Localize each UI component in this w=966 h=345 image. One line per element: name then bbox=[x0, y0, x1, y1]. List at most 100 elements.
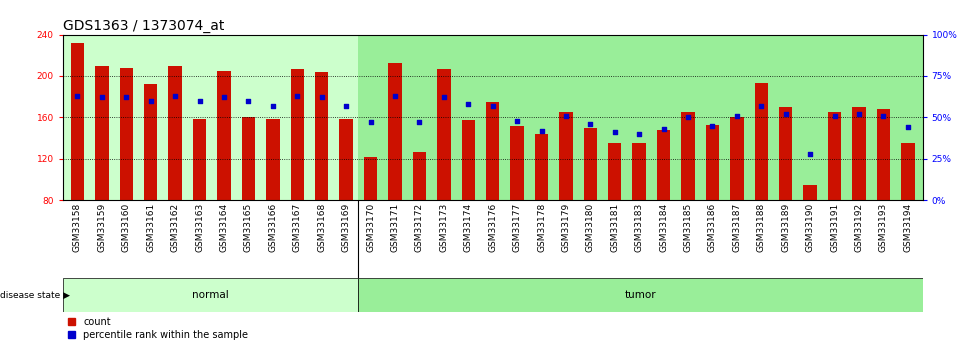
Point bbox=[363, 119, 379, 125]
Text: GSM33177: GSM33177 bbox=[513, 203, 522, 252]
Point bbox=[192, 98, 208, 104]
Text: GSM33163: GSM33163 bbox=[195, 203, 204, 252]
Bar bbox=[339, 119, 353, 200]
Text: GSM33190: GSM33190 bbox=[806, 203, 814, 252]
Point bbox=[265, 103, 280, 108]
Point bbox=[851, 111, 867, 117]
Bar bbox=[583, 128, 597, 200]
Text: GSM33166: GSM33166 bbox=[269, 203, 277, 252]
Text: disease state ▶: disease state ▶ bbox=[0, 290, 70, 299]
Point bbox=[241, 98, 256, 104]
Bar bbox=[462, 120, 475, 200]
Bar bbox=[901, 143, 915, 200]
Text: GSM33169: GSM33169 bbox=[342, 203, 351, 252]
Point bbox=[900, 125, 916, 130]
Bar bbox=[754, 83, 768, 200]
Bar bbox=[559, 112, 573, 200]
Bar bbox=[608, 143, 621, 200]
Bar bbox=[291, 69, 304, 200]
Text: GSM33181: GSM33181 bbox=[611, 203, 619, 252]
Text: GSM33188: GSM33188 bbox=[756, 203, 766, 252]
Bar bbox=[412, 152, 426, 200]
Bar bbox=[535, 134, 549, 200]
Bar bbox=[877, 109, 890, 200]
Point bbox=[167, 93, 183, 99]
Bar bbox=[193, 119, 207, 200]
Text: GSM33174: GSM33174 bbox=[464, 203, 472, 252]
Point bbox=[632, 131, 647, 137]
Text: GSM33189: GSM33189 bbox=[781, 203, 790, 252]
Text: GSM33191: GSM33191 bbox=[830, 203, 839, 252]
Bar bbox=[779, 107, 792, 200]
Bar bbox=[96, 66, 108, 200]
Point bbox=[314, 95, 329, 100]
Point bbox=[778, 111, 793, 117]
Bar bbox=[730, 117, 744, 200]
Point bbox=[338, 103, 354, 108]
Text: GSM33158: GSM33158 bbox=[73, 203, 82, 252]
Bar bbox=[657, 130, 670, 200]
Text: GSM33165: GSM33165 bbox=[244, 203, 253, 252]
Text: GSM33172: GSM33172 bbox=[414, 203, 424, 252]
Text: GSM33194: GSM33194 bbox=[903, 203, 912, 252]
Bar bbox=[242, 117, 255, 200]
Bar bbox=[437, 69, 450, 200]
Bar bbox=[358, 34, 923, 200]
Bar bbox=[266, 119, 279, 200]
Bar bbox=[681, 112, 695, 200]
Bar bbox=[120, 68, 133, 200]
Text: GSM33162: GSM33162 bbox=[171, 203, 180, 252]
Bar bbox=[633, 143, 646, 200]
Point bbox=[143, 98, 158, 104]
FancyBboxPatch shape bbox=[63, 278, 358, 312]
Text: GSM33168: GSM33168 bbox=[317, 203, 327, 252]
Text: GSM33159: GSM33159 bbox=[98, 203, 106, 252]
Text: GSM33184: GSM33184 bbox=[659, 203, 668, 252]
Point bbox=[558, 113, 574, 118]
Point bbox=[729, 113, 745, 118]
Text: normal: normal bbox=[192, 290, 229, 300]
Text: GSM33173: GSM33173 bbox=[440, 203, 448, 252]
Point bbox=[680, 115, 696, 120]
Text: GSM33178: GSM33178 bbox=[537, 203, 546, 252]
Text: GSM33180: GSM33180 bbox=[585, 203, 595, 252]
Point bbox=[290, 93, 305, 99]
Bar bbox=[168, 66, 182, 200]
Bar bbox=[388, 63, 402, 200]
Text: GSM33160: GSM33160 bbox=[122, 203, 130, 252]
Text: GSM33170: GSM33170 bbox=[366, 203, 375, 252]
Point bbox=[534, 128, 550, 133]
Point bbox=[509, 118, 525, 124]
Text: GSM33161: GSM33161 bbox=[146, 203, 156, 252]
Point bbox=[803, 151, 818, 157]
Point bbox=[705, 123, 721, 128]
Point bbox=[461, 101, 476, 107]
Text: GSM33179: GSM33179 bbox=[561, 203, 571, 252]
Bar bbox=[486, 102, 499, 200]
Legend: count, percentile rank within the sample: count, percentile rank within the sample bbox=[68, 317, 248, 340]
Text: GSM33186: GSM33186 bbox=[708, 203, 717, 252]
Text: GSM33183: GSM33183 bbox=[635, 203, 643, 252]
Bar bbox=[144, 84, 157, 200]
Text: GSM33192: GSM33192 bbox=[855, 203, 864, 252]
Point bbox=[216, 95, 232, 100]
Point bbox=[753, 103, 769, 108]
Text: GSM33164: GSM33164 bbox=[219, 203, 229, 252]
Text: GDS1363 / 1373074_at: GDS1363 / 1373074_at bbox=[63, 19, 224, 33]
Text: GSM33185: GSM33185 bbox=[684, 203, 693, 252]
Text: GSM33193: GSM33193 bbox=[879, 203, 888, 252]
FancyBboxPatch shape bbox=[358, 278, 923, 312]
Point bbox=[485, 103, 500, 108]
Point bbox=[94, 95, 109, 100]
Point bbox=[70, 93, 85, 99]
Point bbox=[656, 126, 671, 132]
Bar bbox=[315, 72, 328, 200]
Text: GSM33176: GSM33176 bbox=[488, 203, 497, 252]
Bar bbox=[804, 185, 817, 200]
Bar bbox=[63, 34, 358, 200]
Point bbox=[582, 121, 598, 127]
Text: GSM33187: GSM33187 bbox=[732, 203, 741, 252]
Point bbox=[876, 113, 892, 118]
Text: GSM33171: GSM33171 bbox=[390, 203, 400, 252]
Bar bbox=[217, 71, 231, 200]
